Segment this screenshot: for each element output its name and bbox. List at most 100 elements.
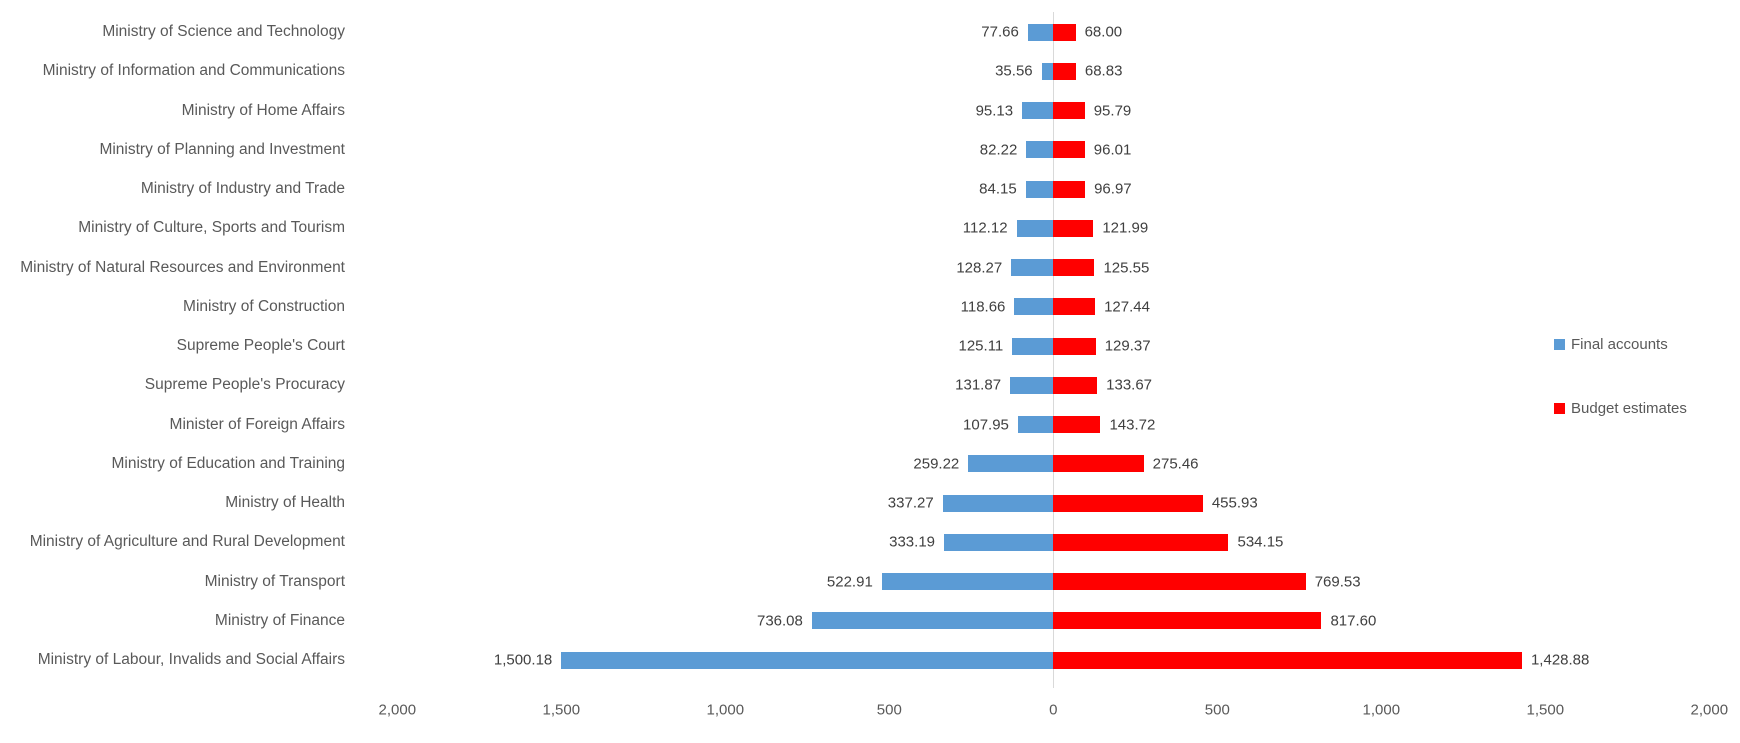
final-accounts-bar [1022, 102, 1054, 119]
category-label: Ministry of Natural Resources and Enviro… [20, 258, 345, 276]
budget-estimates-value-label: 96.97 [1094, 180, 1132, 198]
final-accounts-bar [968, 455, 1054, 473]
final-accounts-bar [1041, 62, 1054, 80]
x-axis-tick-label: 1,500 [1526, 701, 1565, 719]
final-accounts-value-label: 736.08 [756, 612, 803, 630]
category-label: Ministry of Culture, Sports and Tourism [78, 219, 345, 237]
final-accounts-value-label: 131.87 [955, 376, 1002, 394]
x-axis-tick-label: 500 [876, 701, 902, 719]
budget-estimates-bar [1053, 573, 1306, 590]
final-accounts-value-label: 84.15 [979, 180, 1017, 198]
final-accounts-value-label: 522.91 [826, 573, 873, 590]
category-label: Supreme People's Court [176, 337, 345, 354]
budget-estimates-bar [1053, 455, 1144, 473]
category-label: Ministry of Home Affairs [181, 101, 345, 119]
final-accounts-value-label: 112.12 [962, 219, 1008, 237]
final-accounts-value-label: 128.27 [956, 259, 1003, 276]
final-accounts-bar [944, 533, 1054, 551]
budget-estimates-bar [1053, 416, 1101, 433]
budget-estimates-value-label: 129.37 [1104, 337, 1151, 355]
budget-estimates-bar [1053, 62, 1076, 80]
final-accounts-bar [1012, 337, 1054, 355]
x-axis-tick-label: 0 [1049, 701, 1058, 719]
final-accounts-value-label: 107.95 [963, 416, 1009, 433]
final-accounts-value-label: 337.27 [887, 494, 934, 512]
final-accounts-swatch-icon [1554, 339, 1565, 350]
x-axis-tick-label: 2,000 [378, 701, 417, 719]
budget-estimates-bar [1053, 219, 1094, 237]
budget-estimates-value-label: 121.99 [1102, 219, 1149, 237]
budget-estimates-value-label: 133.67 [1106, 376, 1153, 394]
final-accounts-bar [561, 651, 1054, 669]
category-label: Ministry of Industry and Trade [140, 180, 345, 197]
budget-estimates-value-label: 534.15 [1237, 533, 1284, 551]
x-axis-tick-label: 1,500 [542, 701, 581, 719]
budget-estimates-bar [1053, 337, 1096, 355]
budget-estimates-bar [1053, 494, 1203, 512]
budget-estimates-bar [1053, 651, 1522, 669]
x-axis-tick-label: 2,000 [1690, 701, 1729, 719]
category-label: Ministry of Information and Communicatio… [42, 62, 345, 80]
category-label: Minister of Foreign Affairs [169, 415, 345, 433]
budget-estimates-bar [1053, 376, 1098, 394]
budget-estimates-bar [1053, 533, 1229, 551]
budget-estimates-bar [1053, 180, 1086, 198]
category-label: Ministry of Science and Technology [102, 23, 345, 40]
final-accounts-value-label: 333.19 [889, 533, 936, 551]
final-accounts-bar [881, 573, 1054, 590]
x-axis-tick-label: 500 [1204, 701, 1230, 719]
category-label: Ministry of Planning and Investment [99, 140, 345, 158]
budget-estimates-value-label: 817.60 [1330, 612, 1377, 630]
category-label: Supreme People's Procuracy [144, 376, 345, 394]
category-label: Ministry of Transport [204, 572, 345, 590]
final-accounts-bar [811, 612, 1054, 630]
budget-estimates-value-label: 96.01 [1093, 141, 1132, 159]
budget-estimates-bar [1053, 141, 1085, 159]
budget-estimates-bar [1053, 102, 1085, 119]
x-axis-tick-label: 1,000 [1362, 701, 1401, 719]
final-accounts-value-label: 259.22 [913, 455, 960, 473]
legend-label: Final accounts [1571, 336, 1668, 353]
budget-estimates-value-label: 143.72 [1109, 416, 1156, 433]
budget-estimates-value-label: 275.46 [1152, 455, 1199, 473]
legend-label: Budget estimates [1571, 400, 1687, 417]
category-label: Ministry of Agriculture and Rural Develo… [29, 533, 345, 551]
final-accounts-bar [1026, 141, 1054, 159]
budget-estimates-bar [1053, 298, 1096, 316]
final-accounts-bar [942, 494, 1054, 512]
final-accounts-bar [1017, 416, 1054, 433]
final-accounts-bar [1027, 23, 1054, 41]
category-label: Ministry of Health [225, 494, 345, 511]
final-accounts-value-label: 118.66 [960, 298, 1006, 316]
final-accounts-value-label: 95.13 [975, 102, 1014, 119]
budget-estimates-value-label: 68.00 [1084, 23, 1123, 41]
budget-estimates-value-label: 127.44 [1104, 298, 1150, 316]
budget-estimates-value-label: 68.83 [1084, 62, 1123, 80]
x-axis-tick-label: 1,000 [706, 701, 745, 719]
final-accounts-value-label: 125.11 [958, 337, 1004, 355]
final-accounts-value-label: 82.22 [979, 141, 1018, 159]
final-accounts-bar [1011, 259, 1054, 276]
budget-estimates-value-label: 1,428.88 [1530, 651, 1590, 669]
final-accounts-bar [1014, 298, 1054, 316]
budget-estimates-swatch-icon [1554, 403, 1565, 414]
budget-estimates-value-label: 769.53 [1314, 573, 1361, 590]
final-accounts-value-label: 77.66 [981, 23, 1019, 41]
final-accounts-value-label: 35.56 [995, 62, 1033, 80]
budget-estimates-bar [1053, 612, 1322, 630]
category-label: Ministry of Labour, Invalids and Social … [37, 651, 345, 668]
final-accounts-bar [1010, 376, 1054, 394]
legend-entry-final-accounts: Final accounts [1554, 336, 1668, 353]
final-accounts-bar [1025, 180, 1054, 198]
category-label: Ministry of Construction [183, 297, 345, 315]
budget-estimates-value-label: 455.93 [1211, 494, 1258, 512]
category-label: Ministry of Education and Training [111, 454, 345, 472]
budget-estimates-value-label: 95.79 [1093, 102, 1132, 119]
category-label: Ministry of Finance [214, 611, 345, 629]
final-accounts-bar [1016, 219, 1054, 237]
budget-estimates-value-label: 125.55 [1103, 259, 1150, 276]
final-accounts-value-label: 1,500.18 [493, 651, 553, 669]
budget-estimates-bar [1053, 259, 1095, 276]
legend-entry-budget-estimates: Budget estimates [1554, 400, 1687, 417]
